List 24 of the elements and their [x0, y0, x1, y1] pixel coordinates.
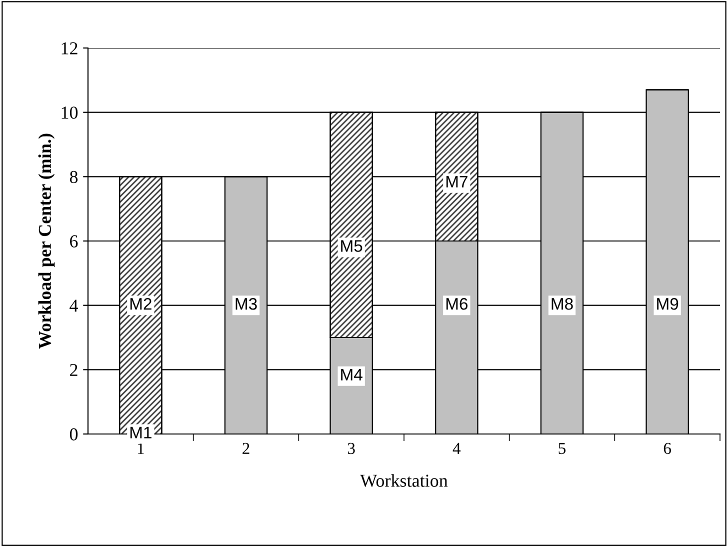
- annotation: M6: [446, 298, 468, 310]
- annotation: M1: [130, 426, 152, 438]
- annotation: M2: [130, 298, 152, 310]
- x-axis-title: Workstation: [360, 474, 448, 487]
- annotation: M7: [446, 176, 468, 188]
- y-tick-label: 4: [70, 300, 78, 312]
- x-tick-label: 2: [242, 442, 250, 454]
- annotation: M5: [341, 240, 362, 252]
- annotation: M3: [236, 298, 257, 310]
- y-tick-label: 10: [62, 106, 78, 119]
- y-tick-label: 6: [70, 235, 78, 248]
- y-tick-label: 0: [70, 428, 78, 440]
- x-tick-label: 1: [138, 442, 144, 454]
- y-tick-label: 8: [70, 170, 78, 184]
- annotation: M9: [657, 298, 678, 310]
- y-tick-label: 12: [62, 42, 78, 54]
- x-tick-label: 4: [452, 442, 461, 454]
- x-tick-label: 5: [558, 442, 566, 454]
- x-tick-label: 6: [664, 442, 672, 454]
- annotation: M4: [341, 368, 362, 380]
- y-tick-label: 2: [70, 364, 78, 376]
- x-tick-label: 3: [348, 442, 355, 454]
- y-axis-title: Workload per Center (min.): [38, 134, 55, 349]
- annotation: M8: [552, 298, 573, 310]
